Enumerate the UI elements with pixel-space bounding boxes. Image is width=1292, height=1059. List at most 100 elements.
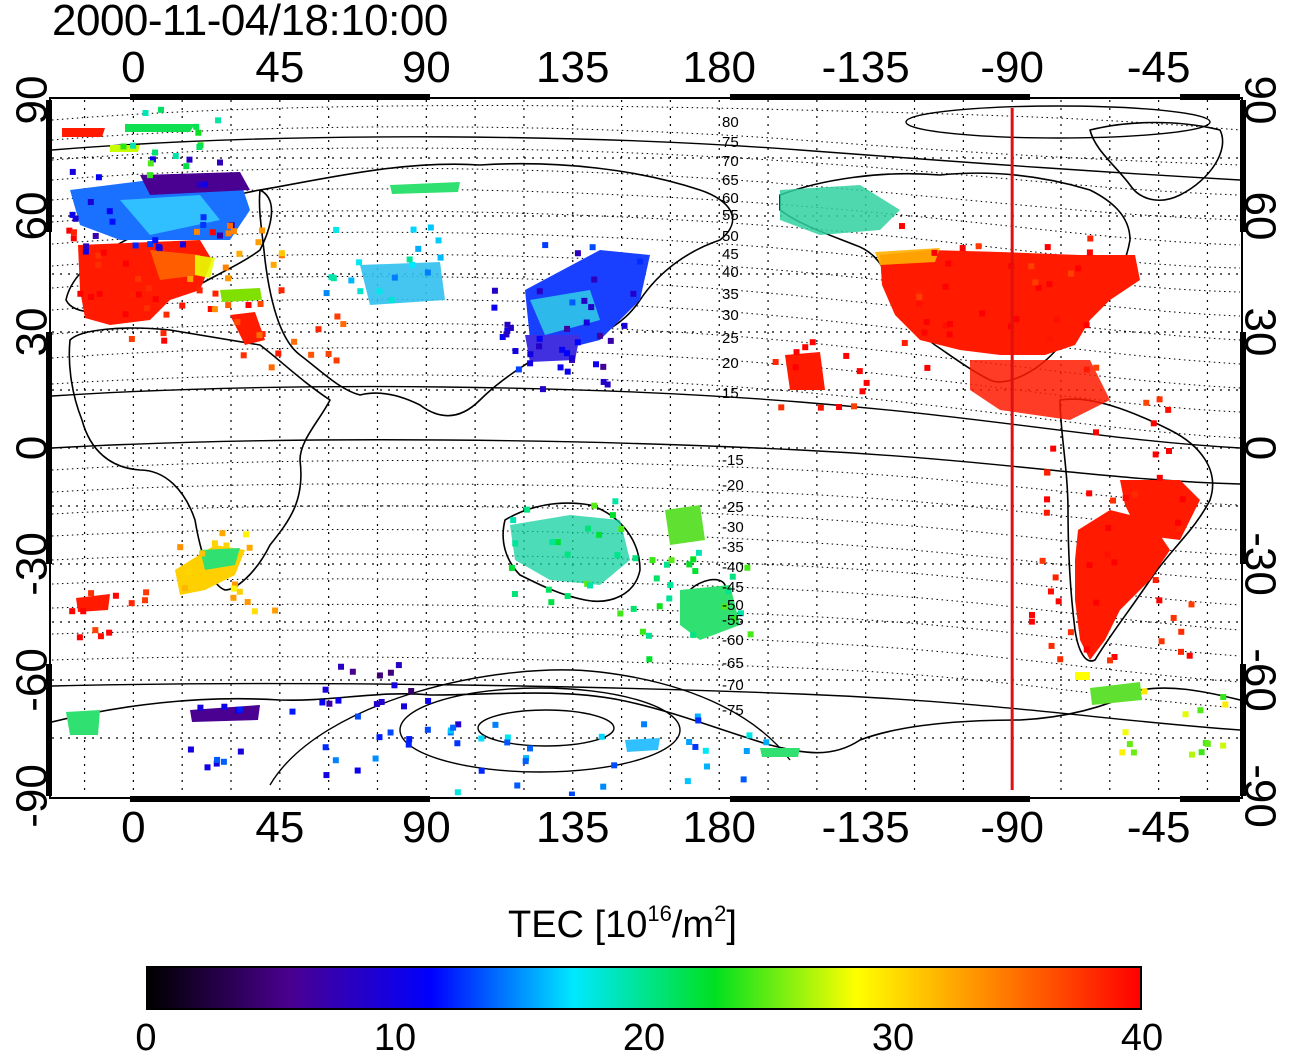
- tec-sample-point: [499, 334, 506, 341]
- tec-sample-point: [335, 697, 342, 704]
- tec-sample-point: [596, 332, 603, 339]
- tec-sample-point: [221, 703, 228, 710]
- tec-sample-point: [333, 226, 340, 233]
- tec-sample-point: [163, 311, 170, 318]
- tec-patch-usa-red: [880, 250, 1140, 355]
- tec-sample-point: [1075, 265, 1082, 272]
- tec-sample-point: [177, 544, 184, 551]
- tec-sample-point: [95, 261, 102, 268]
- contour-label: 40: [722, 264, 739, 281]
- tec-sample-point: [536, 335, 543, 342]
- tec-sample-point: [802, 344, 809, 351]
- tec-sample-point: [147, 241, 154, 248]
- tec-sample-point: [96, 290, 103, 297]
- latitude-labels-right: 90 60 30 0 -30 -60 -90: [1236, 76, 1285, 828]
- tec-sample-point: [612, 498, 619, 505]
- contour-label: -25: [722, 499, 744, 516]
- tec-sample-point: [395, 662, 402, 669]
- tec-sample-point: [155, 243, 162, 250]
- tec-sample-point: [142, 110, 149, 117]
- latitude-tick-label: -30: [1236, 532, 1285, 596]
- tec-sample-point: [376, 672, 383, 679]
- tec-sample-point: [219, 530, 226, 537]
- colorbar-title: TEC [1016/m2]: [508, 901, 737, 947]
- tec-sample-point: [112, 592, 119, 599]
- tec-sample-point: [729, 573, 736, 580]
- tec-sample-point: [921, 329, 928, 336]
- magnetic-pole-contours: [52, 105, 1240, 786]
- tec-sample-point: [95, 174, 102, 181]
- tec-sample-point: [128, 291, 135, 298]
- tec-sample-point: [817, 404, 824, 411]
- tec-sample-point: [1093, 364, 1100, 371]
- tec-sample-point: [340, 321, 347, 328]
- tec-sample-point: [92, 627, 99, 634]
- tec-sample-point: [737, 610, 744, 617]
- tec-sample-point: [128, 600, 135, 607]
- tec-sample-point: [589, 244, 596, 251]
- longitude-tick-label: -90: [980, 43, 1044, 92]
- tec-sample-point: [354, 767, 361, 774]
- tec-sample-point: [666, 595, 673, 602]
- tec-sample-point: [504, 739, 511, 746]
- tec-sample-point: [1220, 693, 1227, 700]
- contour-label: -60: [722, 632, 744, 649]
- tec-sample-point: [667, 582, 674, 589]
- contour-label: 50: [722, 228, 739, 245]
- tec-sample-point: [401, 703, 408, 710]
- tec-sample-point: [69, 168, 76, 175]
- colorbar-tick-label: 30: [871, 1017, 915, 1059]
- tec-sample-point: [237, 748, 244, 755]
- tec-sample-point: [564, 350, 571, 357]
- tec-sample-point: [645, 632, 652, 639]
- contour-label: -30: [722, 519, 744, 536]
- tec-sample-point: [236, 588, 243, 595]
- tec-sample-point: [1156, 597, 1163, 604]
- tec-sample-point: [333, 357, 340, 364]
- tec-sample-point: [450, 724, 457, 731]
- tec-sample-point: [898, 223, 905, 230]
- tec-sample-point: [1179, 496, 1186, 503]
- tec-sample-point: [378, 698, 385, 705]
- tec-sample-point: [1222, 701, 1229, 708]
- tec-sample-point: [581, 297, 588, 304]
- tec-sample-point: [391, 682, 398, 689]
- tec-sample-point: [259, 331, 266, 338]
- tec-sample-point: [668, 557, 675, 564]
- latitude-tick-label: -90: [1236, 764, 1285, 828]
- tec-sample-point: [87, 199, 94, 206]
- contour-label: 55: [722, 207, 739, 224]
- tec-sample-point: [199, 550, 206, 557]
- tec-sample-point: [527, 745, 534, 752]
- tec-sample-point: [702, 747, 709, 754]
- tec-sample-point: [504, 327, 511, 334]
- tec-sample-point: [916, 294, 923, 301]
- tec-sample-point: [415, 245, 422, 252]
- tec-sample-point: [259, 227, 266, 234]
- tec-patch-antarctic-west-green: [66, 710, 100, 735]
- tec-sample-point: [455, 721, 462, 728]
- tec-sample-point: [692, 568, 699, 575]
- tec-sample-point: [268, 364, 275, 371]
- tec-sample-point: [1152, 451, 1159, 458]
- tec-sample-point: [478, 735, 485, 742]
- tec-sample-point: [704, 763, 711, 770]
- tec-sample-point: [1053, 316, 1060, 323]
- tec-sample-point: [585, 525, 592, 532]
- tec-sample-point: [843, 352, 850, 359]
- tec-sample-point: [1132, 491, 1139, 498]
- tec-sample-point: [200, 214, 207, 221]
- tec-sample-point: [216, 232, 223, 239]
- tec-sample-point: [692, 743, 699, 750]
- tec-sample-point: [975, 243, 982, 250]
- tec-sample-point: [649, 557, 656, 564]
- tec-sample-point: [508, 564, 515, 571]
- tec-sample-point: [244, 599, 251, 606]
- tec-sample-point: [193, 123, 200, 130]
- tec-sample-point: [325, 350, 332, 357]
- contour-label: -65: [722, 655, 744, 672]
- tec-sample-point: [187, 746, 194, 753]
- tec-sample-point: [859, 388, 866, 395]
- tec-patch-europe-yellow: [195, 255, 215, 278]
